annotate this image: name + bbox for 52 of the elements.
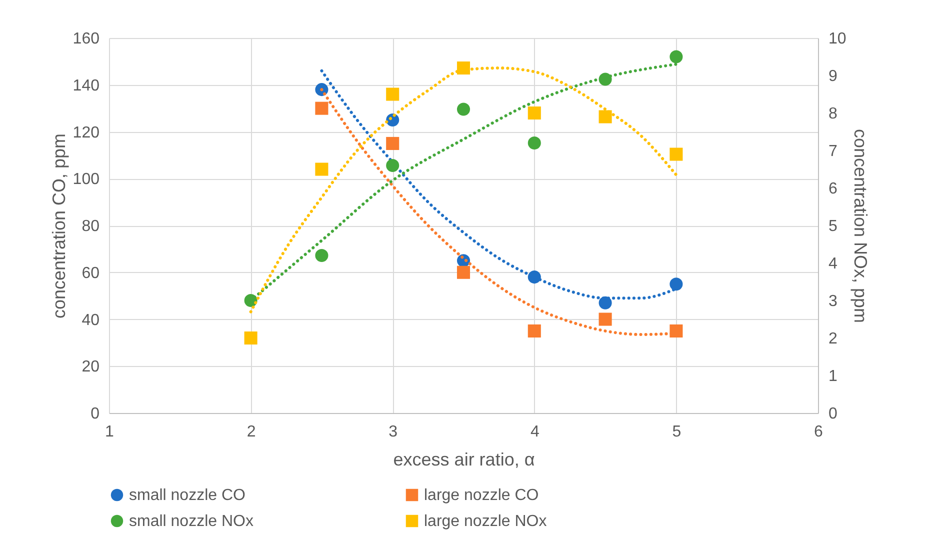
y-tick-label: 0: [90, 406, 100, 422]
y-tick-label: 140: [72, 77, 100, 94]
point: [598, 110, 612, 124]
legend-label: large nozzle CO: [424, 487, 539, 504]
y-tick-label: 160: [72, 30, 100, 48]
y2-tick-label: 7: [828, 143, 838, 160]
x-tick-label: 4: [530, 424, 540, 440]
y2-tick-label: 9: [828, 68, 838, 85]
point: [528, 136, 541, 150]
y2-axis-title: concentration NOx, ppm: [850, 128, 870, 324]
x-tick-label: 2: [246, 424, 256, 440]
y-tick-label: 60: [82, 264, 100, 282]
point: [670, 148, 683, 161]
y2-tick-label: 5: [828, 218, 838, 235]
y2-tick-label: 2: [828, 330, 838, 348]
point: [456, 266, 470, 279]
point: [386, 88, 400, 101]
point: [456, 102, 470, 116]
y2-tick-label: 8: [828, 106, 838, 122]
point: [670, 50, 683, 64]
x-tick-label: 1: [105, 424, 114, 440]
legend-label: small nozzle NOx: [129, 513, 254, 530]
y2-tick-label: 10: [828, 30, 846, 48]
legend-label: large nozzle NOx: [424, 513, 547, 530]
point: [528, 106, 541, 120]
x-tick-label: 6: [814, 424, 824, 440]
point: [244, 331, 258, 345]
point: [315, 162, 328, 176]
y-tick-label: 120: [72, 124, 100, 142]
point: [386, 158, 400, 172]
y-tick-label: 100: [72, 171, 100, 188]
point: [386, 136, 400, 150]
y-tick-label: 40: [82, 312, 100, 329]
y2-tick-label: 4: [828, 256, 838, 272]
x-axis-title: excess air ratio, α: [393, 450, 535, 470]
y2-tick-label: 1: [828, 368, 838, 385]
x-tick-label: 5: [672, 424, 682, 440]
y2-tick-label: 0: [828, 406, 838, 422]
point: [598, 296, 612, 310]
y-tick-label: 80: [82, 218, 100, 235]
y2-tick-label: 6: [828, 180, 838, 198]
point: [315, 102, 328, 115]
point: [598, 312, 612, 326]
y2-tick-label: 3: [828, 293, 838, 310]
point: [528, 324, 541, 338]
point: [670, 324, 683, 338]
point: [670, 278, 683, 291]
y-tick-label: 20: [82, 358, 100, 376]
legend-label: small nozzle CO: [129, 487, 246, 504]
point: [315, 248, 328, 262]
x-tick-label: 3: [388, 424, 398, 440]
y-axis-title: concentration CO, ppm: [48, 133, 69, 319]
